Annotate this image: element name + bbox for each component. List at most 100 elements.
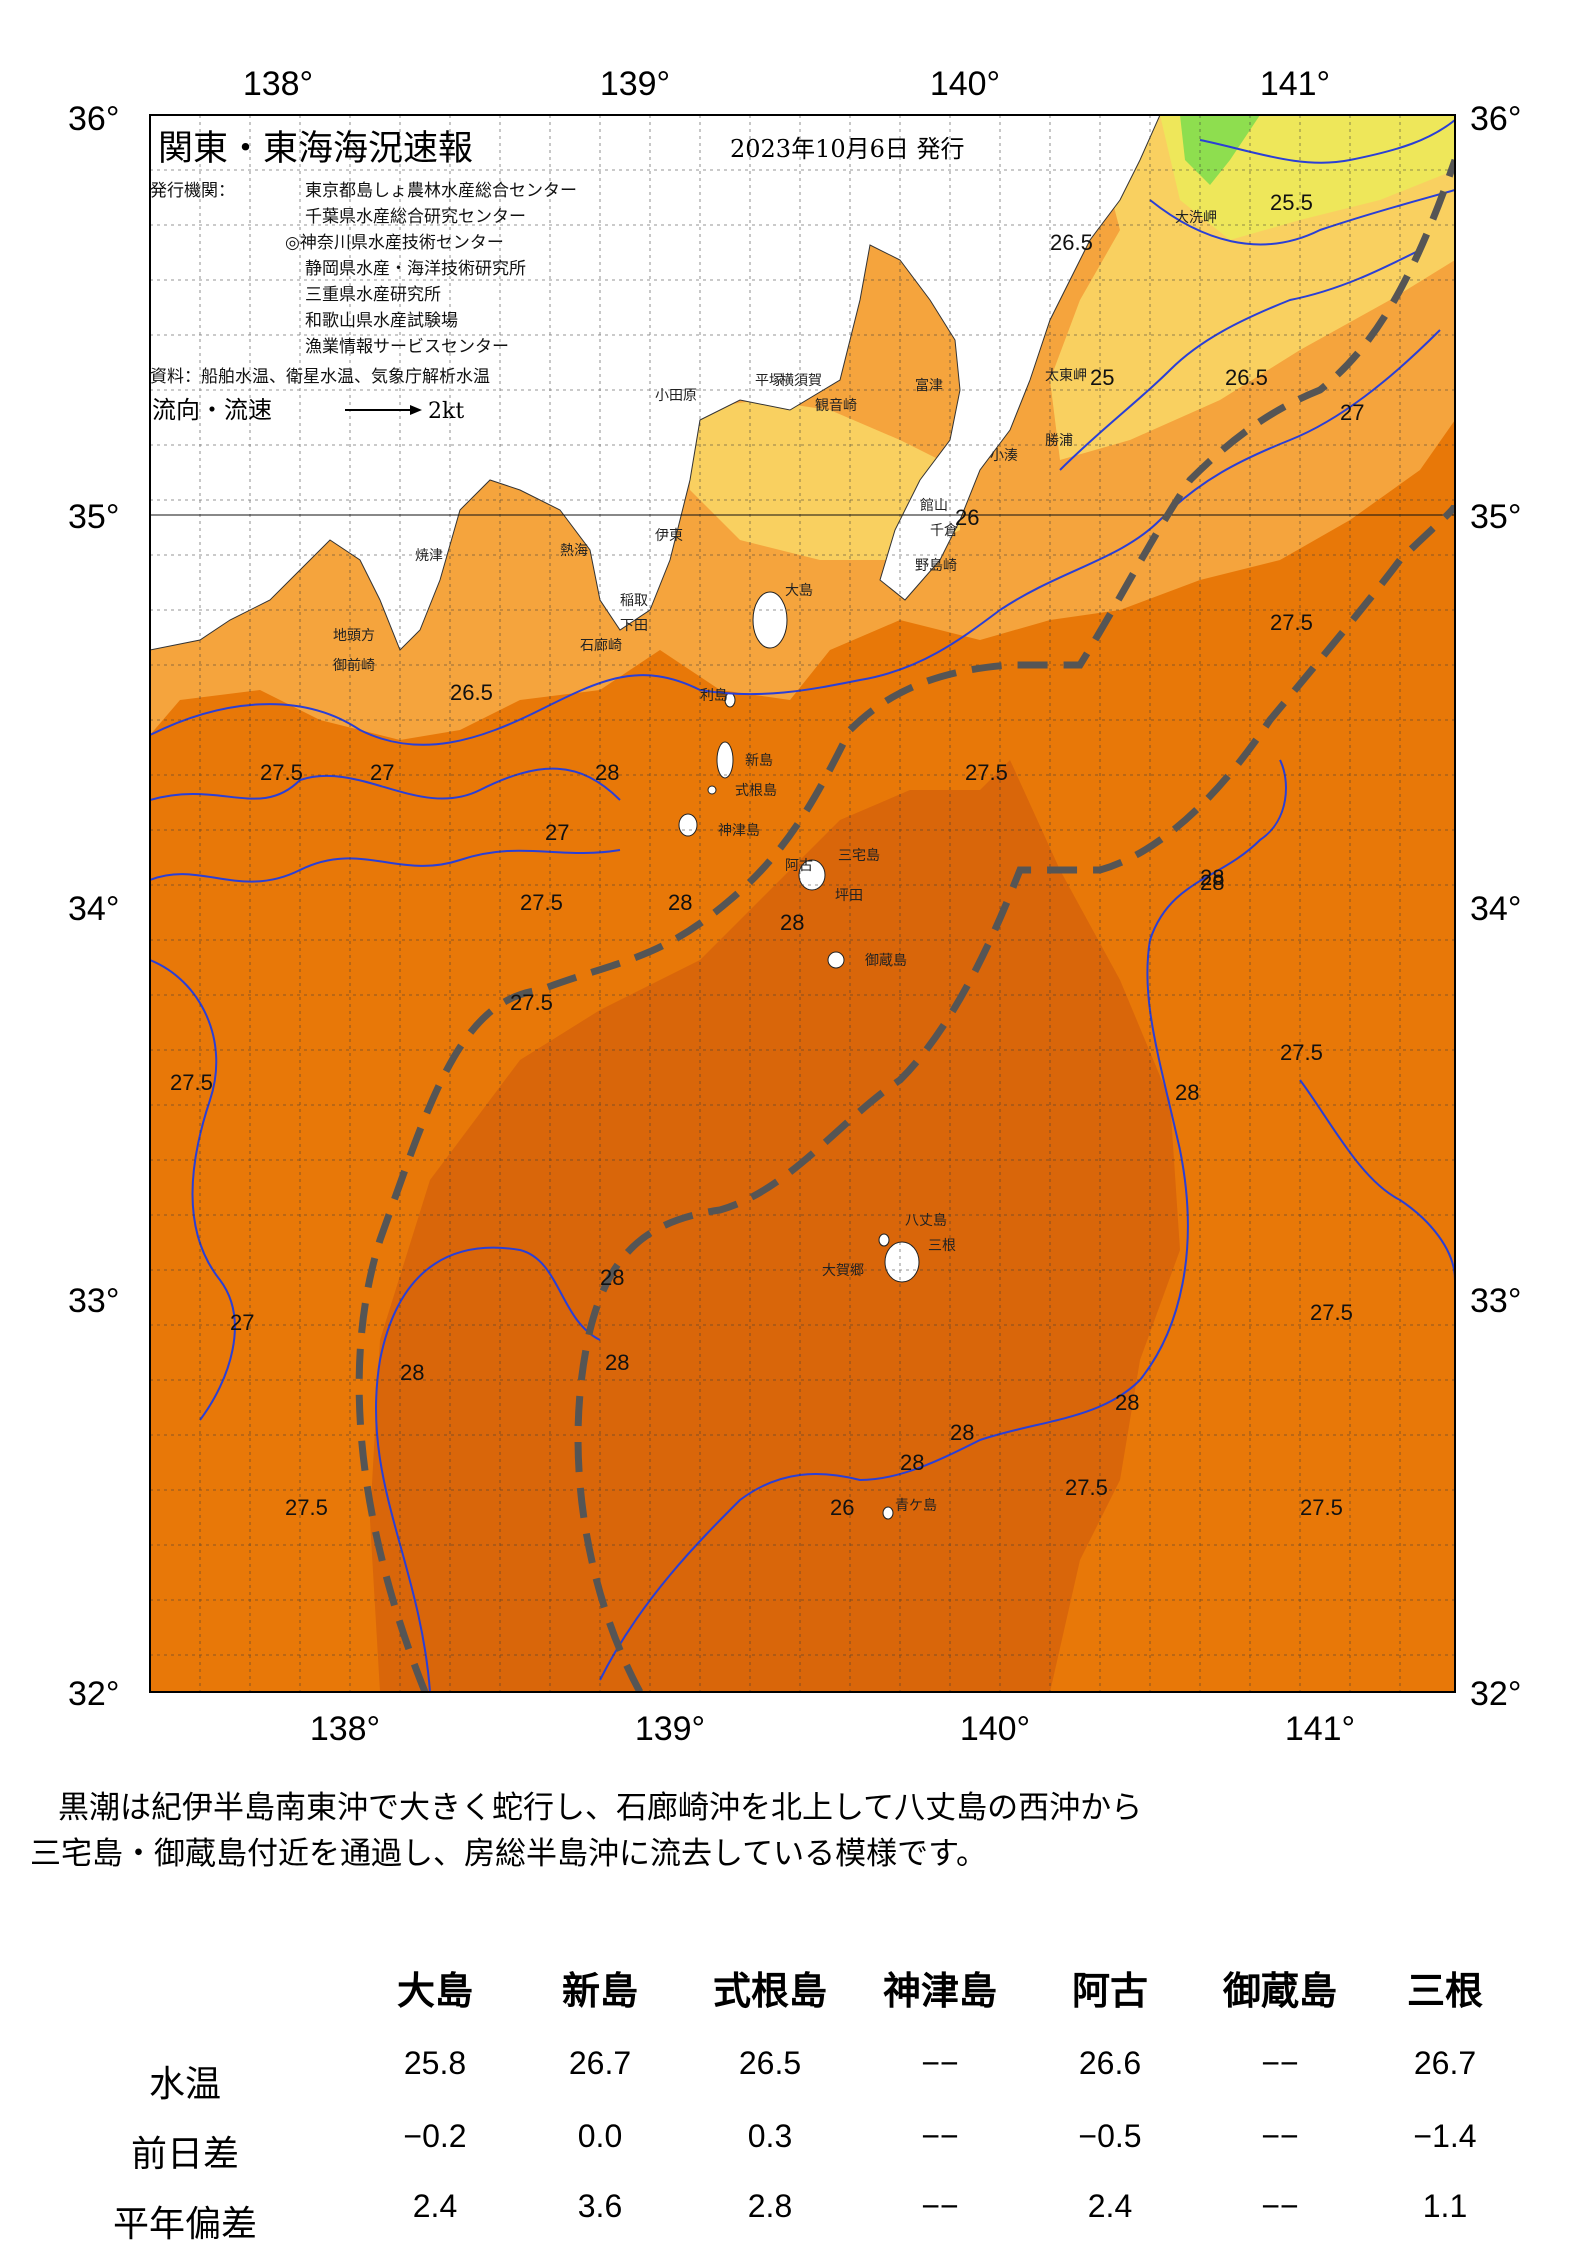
isotherm-label: 28 [600, 1265, 624, 1290]
legend-speed: 2kt [428, 399, 464, 424]
lat-label: 35° [68, 498, 119, 536]
isotherm-label: 26.5 [1225, 365, 1268, 390]
lat-label: 36° [1470, 100, 1521, 138]
agency-line: 静岡県水産・海洋技術研究所 [305, 259, 526, 279]
kozushima-island [678, 813, 698, 837]
table-cell: 26.6 [1078, 2045, 1142, 2081]
place-label: 太東岬 [1045, 368, 1087, 384]
lon-label: 140° [930, 65, 1000, 103]
agency-line: 和歌山県水産試験場 [305, 311, 458, 331]
isotherm-label-group: 27.5 27 26.5 28 26 25.5 25 26.5 27 27.5 … [170, 190, 1364, 1520]
isotherm-label: 28 [595, 760, 619, 785]
isotherm-label: 28 [950, 1420, 974, 1445]
place-label: 小湊 [990, 447, 1018, 464]
kuroshio-offshore-branch [574, 503, 1455, 1692]
station-header: 式根島 [712, 1969, 827, 2013]
place-label: 新島 [745, 753, 773, 769]
isotherm-label: 27.5 [1300, 1495, 1343, 1520]
agency-line: 漁業情報サービスセンター [305, 337, 509, 357]
table-cell: 2.4 [412, 2188, 458, 2224]
place-label: 石廊崎 [580, 637, 622, 654]
station-header: 大島 [396, 1969, 473, 2013]
table-cell: 25.8 [403, 2045, 467, 2081]
table-cell: 2.8 [747, 2188, 793, 2224]
place-label: 大賀郷 [822, 1263, 864, 1279]
kuroshio-description: 黒潮は紀伊半島南東沖で大きく蛇行し、石廊崎沖を北上して八丈島の西沖から 三宅島・… [30, 1785, 1570, 1877]
map-frame [149, 114, 1456, 1693]
lon-label: 138° [243, 65, 313, 103]
lat-label: 33° [1470, 1282, 1521, 1320]
isotherm-label: 28 [605, 1350, 629, 1375]
place-label: 館山 [920, 497, 948, 514]
niijima-island [716, 741, 734, 779]
table-cell: 0.3 [747, 2118, 793, 2154]
lat-label: 34° [68, 890, 119, 928]
place-label: 伊東 [655, 528, 683, 544]
lon-label: 140° [960, 1710, 1030, 1748]
lon-label: 141° [1285, 1710, 1355, 1748]
longitude-labels-top: 138° 139° 140° 141° [243, 65, 1330, 103]
isotherm-label: 27.5 [1280, 1040, 1323, 1065]
table-cell: 1.1 [1422, 2188, 1468, 2224]
row-label-normal-diff: 平年偏差 [112, 2204, 257, 2245]
isotherm-label: 27 [545, 820, 569, 845]
agency-line: 三重県水産研究所 [305, 285, 441, 305]
lon-label: 138° [310, 1710, 380, 1748]
place-label: 坪田 [835, 888, 863, 904]
lon-label: 139° [635, 1710, 705, 1748]
place-label: 八丈島 [905, 1213, 947, 1229]
map-header: 関東・東海海況速報 2023年10月6日 発行 発行機関： 東京都島しょ農林水産… [150, 129, 965, 424]
isotherm-label: 28 [668, 890, 692, 915]
table-cell: 2.4 [1087, 2188, 1133, 2224]
row-label-daily-diff: 前日差 [130, 2134, 239, 2175]
table-cell: −− [921, 2045, 959, 2081]
station-header: 新島 [561, 1969, 638, 2013]
isotherm-label: 26 [955, 505, 979, 530]
hachijo-kojima-island [878, 1233, 890, 1247]
table-cell: −− [1261, 2045, 1299, 2081]
isotherm-label: 28 [400, 1360, 424, 1385]
place-label: 御蔵島 [865, 953, 907, 969]
place-label: 三根 [928, 1238, 956, 1254]
table-cell: 3.6 [577, 2188, 623, 2224]
place-label: 熱海 [560, 543, 588, 559]
latitude-labels-right: 36° 35° 34° 33° 32° [1470, 100, 1521, 1713]
isotherm-lines [150, 119, 1455, 1692]
legend-label: 流向・流速 [152, 396, 272, 424]
station-header: 御蔵島 [1222, 1969, 1337, 2013]
oshima-island [752, 591, 788, 649]
isotherm-label: 27.5 [1310, 1300, 1353, 1325]
isotherm-label: 27.5 [285, 1495, 328, 1520]
isotherm-label: 27.5 [520, 890, 563, 915]
place-label: 千倉 [930, 523, 958, 539]
place-label: 地頭方 [333, 628, 375, 644]
isotherm-label: 25 [1090, 365, 1114, 390]
place-label: 三宅島 [838, 848, 880, 864]
isotherm-label: 27.5 [510, 990, 553, 1015]
kuroshio-axis [355, 158, 1455, 1692]
station-header: 三根 [1406, 1969, 1483, 2013]
description-line-1: 黒潮は紀伊半島南東沖で大きく蛇行し、石廊崎沖を北上して八丈島の西沖から [58, 1790, 1143, 1826]
isotherm-label: 28 [1200, 865, 1224, 890]
place-label: 横須賀 [780, 373, 822, 389]
lat-label: 32° [1470, 1675, 1521, 1713]
place-label: 阿古 [785, 858, 813, 874]
station-header: 阿古 [1071, 1969, 1148, 2013]
place-label: 大洗岬 [1175, 210, 1217, 226]
table-cell: 26.5 [738, 2045, 802, 2081]
lat-label: 35° [1470, 498, 1521, 536]
hachijojima-island [884, 1241, 920, 1283]
lat-label: 33° [68, 1282, 119, 1320]
table-cell: 26.7 [568, 2045, 632, 2081]
table-cell: −1.4 [1413, 2118, 1477, 2154]
table-cell: 0.0 [577, 2118, 623, 2154]
isotherm-label: 27.5 [965, 760, 1008, 785]
table-cell: 26.7 [1413, 2045, 1477, 2081]
place-label: 平塚 [755, 373, 783, 389]
lon-label: 139° [600, 65, 670, 103]
table-cell: −0.5 [1078, 2118, 1142, 2154]
longitude-labels-bottom: 138° 139° 140° 141° [310, 1710, 1355, 1748]
place-label: 利島 [700, 688, 728, 704]
place-label: 野島崎 [915, 558, 957, 574]
isotherm-label: 28 [900, 1450, 924, 1475]
